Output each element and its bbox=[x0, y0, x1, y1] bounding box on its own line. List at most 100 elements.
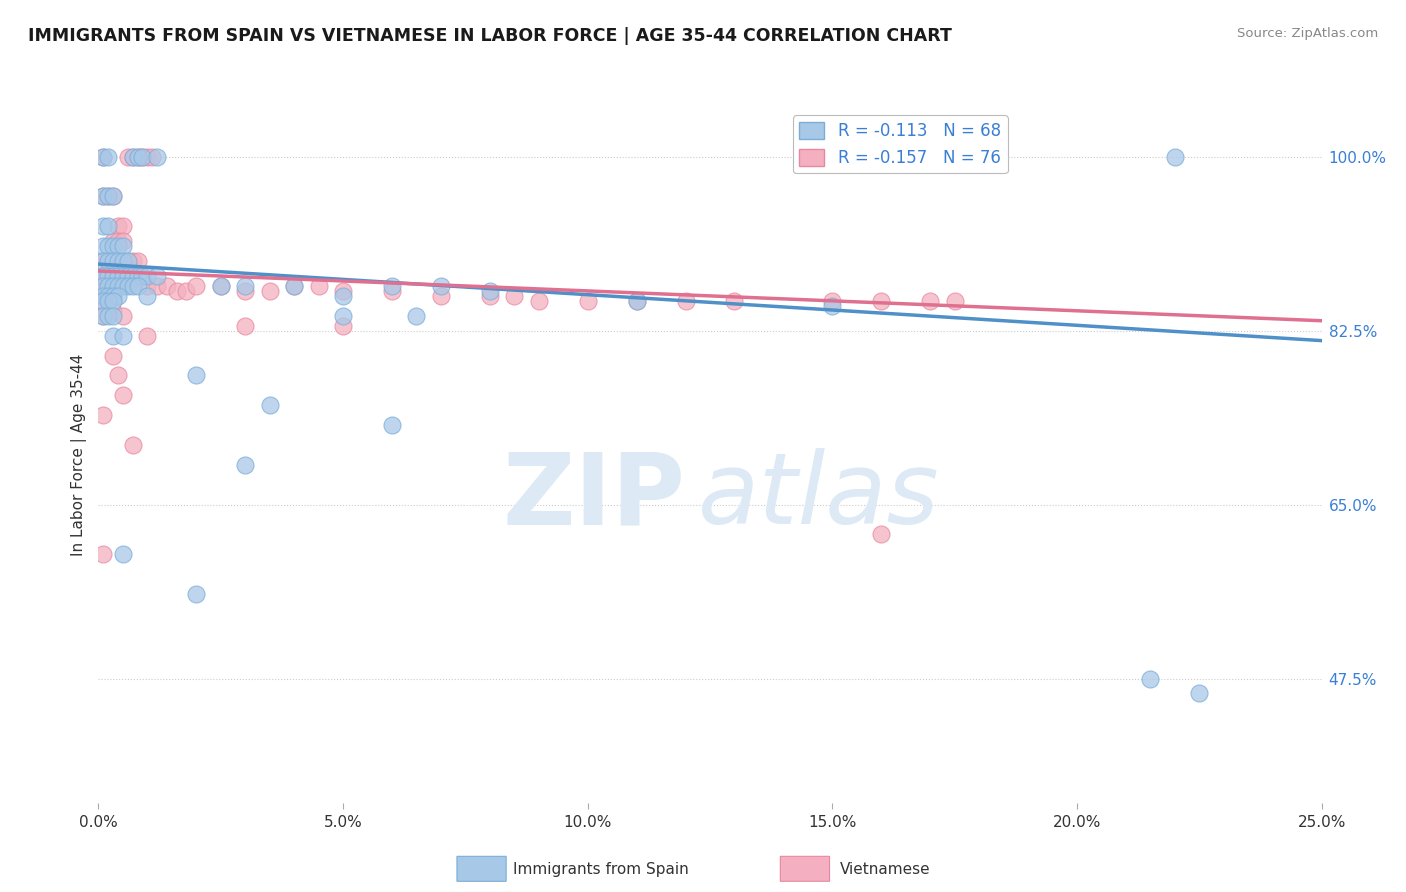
Text: ZIP: ZIP bbox=[503, 448, 686, 545]
Point bbox=[91, 189, 114, 203]
Point bbox=[127, 268, 149, 283]
Point bbox=[1188, 686, 1211, 700]
Point bbox=[121, 279, 143, 293]
Point bbox=[91, 268, 114, 283]
Point bbox=[91, 309, 114, 323]
Point bbox=[127, 150, 149, 164]
Point bbox=[117, 268, 139, 283]
Point bbox=[101, 293, 124, 308]
Point bbox=[101, 303, 124, 318]
Point bbox=[233, 284, 256, 298]
Point bbox=[332, 318, 354, 333]
Y-axis label: In Labor Force | Age 35-44: In Labor Force | Age 35-44 bbox=[72, 354, 87, 556]
Point bbox=[127, 279, 149, 293]
Point bbox=[146, 268, 169, 283]
Point bbox=[121, 438, 143, 452]
Point bbox=[381, 284, 404, 298]
Point bbox=[176, 284, 198, 298]
Point bbox=[131, 150, 153, 164]
Point bbox=[97, 254, 120, 268]
Point bbox=[870, 293, 893, 308]
Point bbox=[91, 293, 114, 308]
Point bbox=[117, 268, 139, 283]
Point bbox=[527, 293, 550, 308]
Point bbox=[107, 368, 129, 383]
Point bbox=[91, 239, 114, 253]
Point bbox=[209, 279, 232, 293]
Point bbox=[141, 150, 163, 164]
Point bbox=[943, 293, 966, 308]
Point bbox=[1139, 672, 1161, 686]
Point bbox=[101, 254, 124, 268]
Text: IMMIGRANTS FROM SPAIN VS VIETNAMESE IN LABOR FORCE | AGE 35-44 CORRELATION CHART: IMMIGRANTS FROM SPAIN VS VIETNAMESE IN L… bbox=[28, 27, 952, 45]
Point bbox=[121, 268, 143, 283]
Point bbox=[186, 587, 208, 601]
Point bbox=[91, 309, 114, 323]
Point bbox=[870, 527, 893, 541]
Point bbox=[101, 268, 124, 283]
Point bbox=[381, 279, 404, 293]
Point bbox=[97, 189, 120, 203]
Point bbox=[91, 254, 114, 268]
Point bbox=[91, 289, 114, 303]
Point bbox=[478, 289, 501, 303]
Point bbox=[97, 268, 120, 283]
Point bbox=[111, 219, 134, 234]
Point bbox=[117, 254, 139, 268]
Point bbox=[97, 189, 120, 203]
Point bbox=[111, 279, 134, 293]
Point bbox=[136, 328, 159, 343]
Point bbox=[127, 254, 149, 268]
Point bbox=[101, 289, 124, 303]
Point bbox=[430, 289, 453, 303]
Point bbox=[91, 279, 114, 293]
Point bbox=[91, 150, 114, 164]
Point bbox=[233, 279, 256, 293]
Point bbox=[136, 268, 159, 283]
Point bbox=[107, 289, 129, 303]
Point bbox=[821, 293, 844, 308]
Point bbox=[405, 309, 427, 323]
Point bbox=[97, 309, 120, 323]
Text: Vietnamese: Vietnamese bbox=[839, 863, 929, 877]
Text: atlas: atlas bbox=[697, 448, 939, 545]
Text: Immigrants from Spain: Immigrants from Spain bbox=[513, 863, 689, 877]
Point bbox=[259, 398, 281, 412]
Point bbox=[91, 279, 114, 293]
Point bbox=[101, 189, 124, 203]
Point bbox=[283, 279, 305, 293]
Point bbox=[136, 289, 159, 303]
Point bbox=[1164, 150, 1187, 164]
Point bbox=[121, 254, 143, 268]
Point bbox=[209, 279, 232, 293]
Point bbox=[97, 279, 120, 293]
Point bbox=[136, 150, 159, 164]
Point bbox=[111, 388, 134, 402]
Point bbox=[131, 268, 153, 283]
Point bbox=[131, 268, 153, 283]
Point bbox=[117, 150, 139, 164]
Point bbox=[332, 289, 354, 303]
Point bbox=[91, 150, 114, 164]
Point bbox=[146, 279, 169, 293]
Point bbox=[111, 547, 134, 561]
Point bbox=[91, 293, 114, 308]
Point bbox=[107, 254, 129, 268]
Point bbox=[97, 303, 120, 318]
Point bbox=[381, 418, 404, 433]
Point bbox=[91, 219, 114, 234]
Point bbox=[97, 289, 120, 303]
Point bbox=[156, 279, 179, 293]
Point bbox=[283, 279, 305, 293]
Point bbox=[626, 293, 648, 308]
Point bbox=[117, 254, 139, 268]
Point bbox=[91, 408, 114, 422]
Point bbox=[97, 293, 120, 308]
Point bbox=[91, 547, 114, 561]
Point bbox=[478, 284, 501, 298]
Point bbox=[121, 268, 143, 283]
Point bbox=[101, 189, 124, 203]
Point bbox=[97, 219, 120, 234]
Point bbox=[127, 150, 149, 164]
Point bbox=[332, 309, 354, 323]
